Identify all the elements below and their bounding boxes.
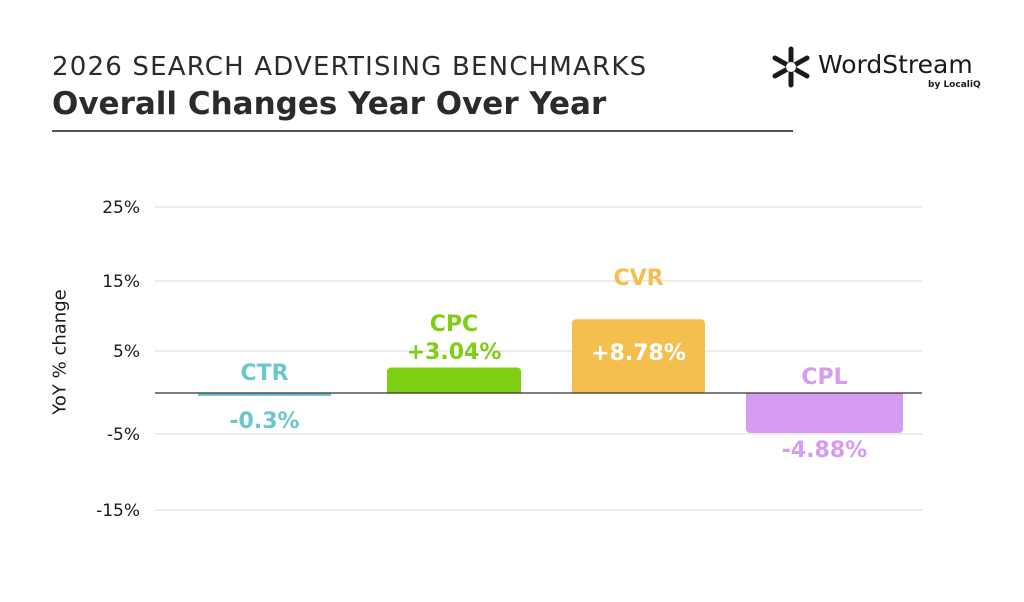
- data-label: +3.04%: [407, 340, 502, 365]
- brand-name: WordStream: [818, 50, 973, 79]
- category-label: CPL: [801, 365, 847, 390]
- data-label: +8.78%: [591, 341, 686, 366]
- y-tick-label: -5%: [107, 425, 140, 445]
- category-label: CVR: [613, 266, 663, 291]
- chart-title: Overall Changes Year Over Year: [52, 86, 607, 122]
- y-tick-label: 15%: [102, 272, 140, 292]
- bar-base: [746, 393, 903, 397]
- y-tick-label: 5%: [113, 342, 140, 362]
- bar-base: [198, 393, 331, 396]
- bar-base: [387, 389, 521, 393]
- chart-supertitle: 2026 SEARCH ADVERTISING BENCHMARKS: [52, 52, 648, 82]
- bar-cvr: [572, 319, 705, 393]
- bar-base: [572, 389, 705, 393]
- brand-logo: WordStream by LocaliQ: [770, 44, 990, 94]
- brand-subtitle: by LocaliQ: [928, 80, 981, 90]
- data-label: -4.88%: [782, 438, 867, 463]
- wordstream-logo-icon: [772, 46, 810, 88]
- y-tick-label: -15%: [96, 501, 140, 521]
- title-divider: [52, 130, 793, 132]
- bar-cpc: [387, 367, 521, 393]
- category-label: CPC: [430, 312, 478, 337]
- category-label: CTR: [240, 361, 288, 386]
- bar-cpl: [746, 393, 903, 434]
- data-label: -0.3%: [229, 409, 299, 434]
- y-tick-label: 25%: [102, 198, 140, 218]
